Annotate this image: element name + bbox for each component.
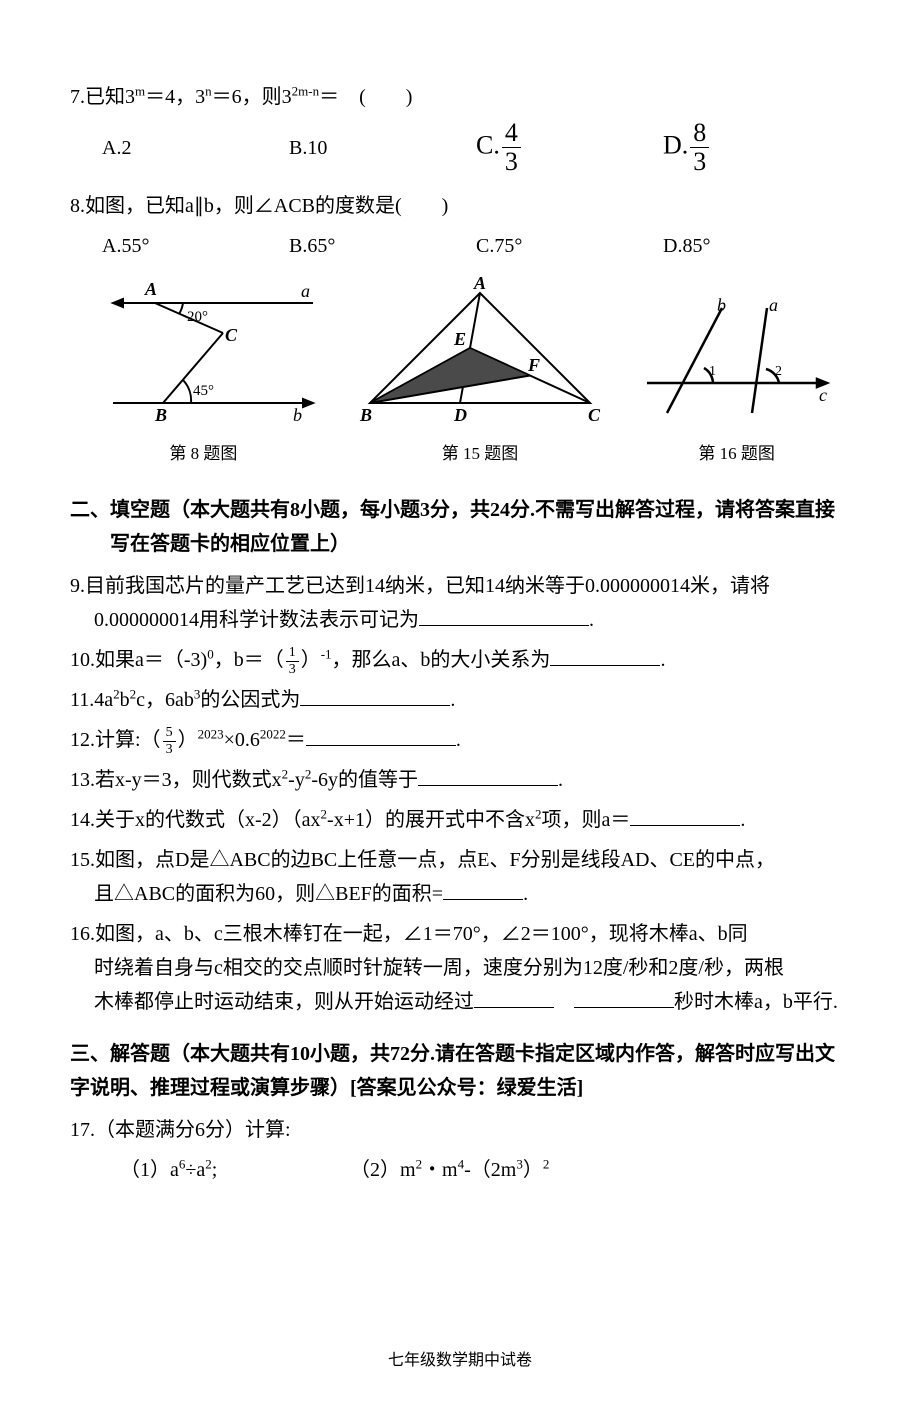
figure-16-svg: b a c 1 2 [637, 293, 837, 423]
q7-opt-c: C.43 [476, 120, 663, 175]
q7-opt-a: A.2 [102, 131, 289, 165]
q14-blank [630, 805, 740, 826]
fig16-label-a: a [769, 295, 778, 315]
q7-opt-b: B.10 [289, 131, 476, 165]
q17-subparts: （1）a6÷a2; （2）m2・m4-（2m3）2 [120, 1153, 850, 1187]
fig8-angle-45: 45° [193, 383, 214, 399]
fig16-label-b: b [717, 295, 726, 315]
q8-opt-c: C.75° [476, 229, 663, 263]
figures-row: A C B a b 20° 45° 第 8 题图 [70, 273, 850, 469]
fig15-label-b: B [359, 405, 372, 423]
figure-8-svg: A C B a b 20° 45° [83, 273, 323, 423]
question-15: 15.如图，点D是△ABC的边BC上任意一点，点E、F分别是线段AD、CE的中点… [70, 843, 850, 911]
question-13: 13.若x-y＝3，则代数式x2-y2-6y的值等于. [70, 763, 850, 797]
q10-blank [550, 645, 660, 666]
fig15-label-c: C [588, 405, 601, 423]
fig8-angle-20: 20° [187, 309, 208, 325]
page-footer: 七年级数学期中试卷 [70, 1347, 850, 1374]
q16-blank-2 [574, 987, 674, 1008]
figure-15-svg: A B C D E F [350, 273, 610, 423]
figure-8-caption: 第 8 题图 [83, 440, 323, 469]
question-16: 16.如图，a、b、c三根木棒钉在一起，∠1＝70°，∠2＝100°，现将木棒a… [70, 917, 850, 1019]
fig16-angle-2: 2 [775, 364, 782, 379]
figure-15: A B C D E F 第 15 题图 [350, 273, 610, 469]
q8-opt-a: A.55° [102, 229, 289, 263]
q9-blank [419, 605, 589, 626]
figure-16: b a c 1 2 第 16 题图 [637, 293, 837, 469]
fig15-label-a: A [473, 273, 486, 293]
q15-blank [443, 879, 523, 900]
q7-options: A.2 B.10 C.43 D.83 [102, 120, 850, 175]
q8-opt-b: B.65° [289, 229, 476, 263]
q17-part-2: （2）m2・m4-（2m3）2 [350, 1153, 549, 1187]
section-3-title: 三、解答题（本大题共有10小题，共72分.请在答题卡指定区域内作答，解答时应写出… [70, 1037, 850, 1105]
fig15-label-e: E [453, 329, 466, 349]
question-14: 14.关于x的代数式（x-2）（ax2-x+1）的展开式中不含x2项，则a＝. [70, 803, 850, 837]
question-10: 10.如果a＝（-3)0，b＝（13）-1，那么a、b的大小关系为. [70, 643, 850, 677]
question-17: 17.（本题满分6分）计算: [70, 1113, 850, 1147]
fig8-label-c-point: C [225, 325, 238, 345]
question-8: 8.如图，已知a∥b，则∠ACB的度数是( ) [70, 189, 850, 223]
q16-blank-1 [474, 987, 554, 1008]
question-9: 9.目前我国芯片的量产工艺已达到14纳米，已知14纳米等于0.000000014… [70, 569, 850, 637]
question-12: 12.计算:（53）2023×0.62022＝. [70, 723, 850, 757]
q17-part-1: （1）a6÷a2; [120, 1153, 350, 1187]
section-2-title: 二、填空题（本大题共有8小题，每小题3分，共24分.不需写出解答过程，请将答案直… [70, 493, 850, 561]
fig16-label-c: c [819, 385, 827, 405]
question-7: 7.已知3m＝4，3n＝6，则32m-n＝ ( ) [70, 80, 850, 114]
q7-text: 7.已知3m＝4，3n＝6，则32m-n＝ ( ) [70, 86, 412, 108]
fig8-label-b-line: b [293, 405, 302, 423]
fig8-label-a-line: a [301, 281, 310, 301]
fig8-label-b-point: B [154, 405, 167, 423]
q12-blank [306, 725, 456, 746]
q13-blank [418, 765, 558, 786]
q8-options: A.55° B.65° C.75° D.85° [102, 229, 850, 263]
fig15-label-f: F [527, 355, 540, 375]
q7-opt-d: D.83 [663, 120, 850, 175]
fig8-label-a-point: A [144, 279, 157, 299]
question-11: 11.4a2b2c，6ab3的公因式为. [70, 683, 850, 717]
fig15-label-d: D [453, 405, 467, 423]
figure-8: A C B a b 20° 45° 第 8 题图 [83, 273, 323, 469]
figure-15-caption: 第 15 题图 [350, 440, 610, 469]
q8-opt-d: D.85° [663, 229, 850, 263]
fig16-angle-1: 1 [709, 364, 716, 379]
q11-blank [300, 685, 450, 706]
figure-16-caption: 第 16 题图 [637, 440, 837, 469]
